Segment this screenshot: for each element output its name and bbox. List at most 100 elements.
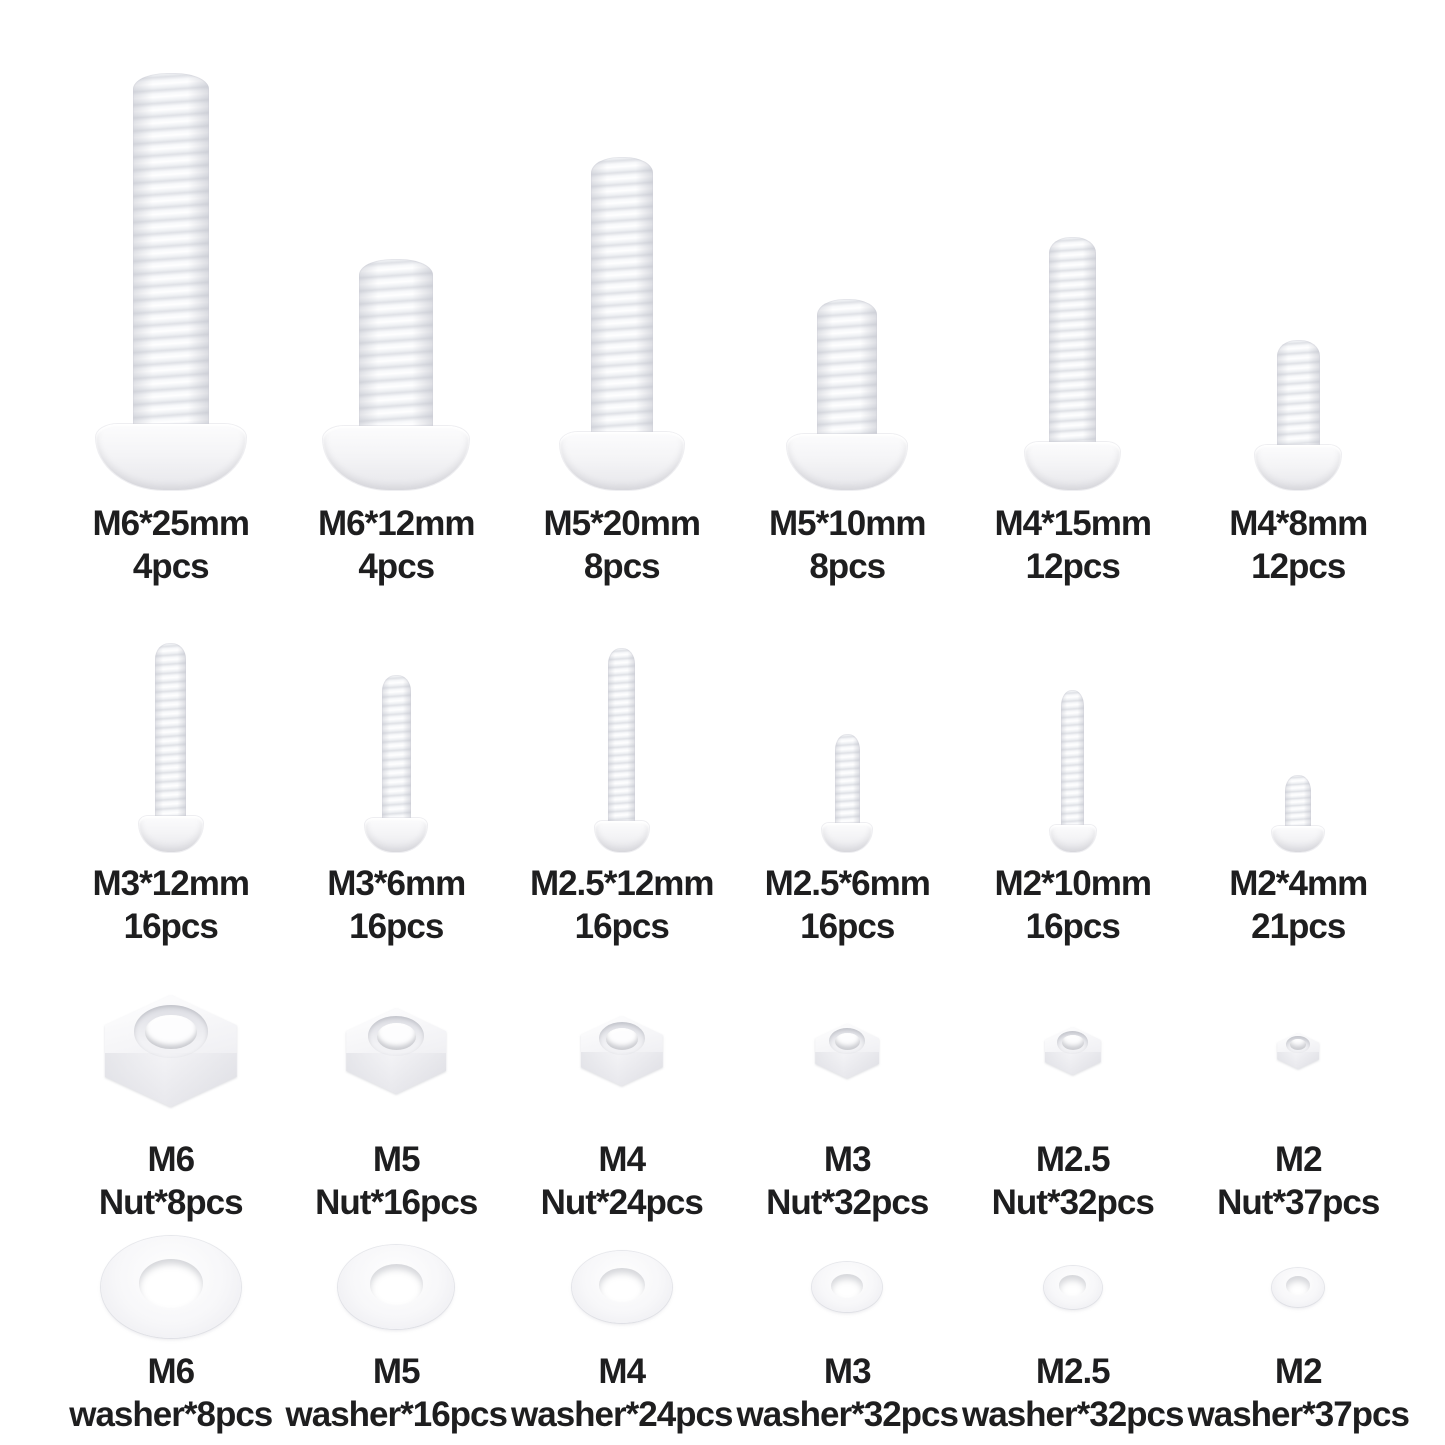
screw-image <box>323 259 470 490</box>
nut-hole <box>598 1022 645 1056</box>
screw-thread <box>1049 237 1097 449</box>
item-label: M3 washer*32pcs <box>737 1350 959 1436</box>
kit-item-m5x10mm: M5*10mm 8pcs <box>735 0 961 590</box>
screw-head <box>1025 442 1121 490</box>
washer-image-wrap <box>1186 1232 1412 1342</box>
item-size-label: M2*10mm <box>994 864 1152 903</box>
screw-image-wrap <box>960 590 1186 852</box>
screw-image <box>1255 340 1342 490</box>
screw-image-wrap <box>1186 0 1412 490</box>
item-qty-label: washer*32pcs <box>962 1395 1184 1434</box>
washer-image <box>812 1262 883 1312</box>
item-label: M2.5 washer*32pcs <box>962 1350 1184 1436</box>
screw-head <box>323 426 470 490</box>
item-size-label: M2.5*12mm <box>529 864 715 903</box>
nut-body <box>815 1023 880 1079</box>
kit-item-m2_5x12mm: M2.5*12mm 16pcs <box>509 590 735 956</box>
item-qty-label: 12pcs <box>1251 547 1346 586</box>
item-size-label: M2 <box>1274 1352 1323 1391</box>
screw-image-wrap <box>960 0 1186 490</box>
item-label: M2.5*12mm 16pcs <box>529 862 715 948</box>
item-size-label: M6*25mm <box>92 504 250 543</box>
screw-image-wrap <box>284 0 510 490</box>
screw-thread <box>834 734 860 830</box>
nut-bore <box>144 1014 197 1050</box>
item-qty-label: 12pcs <box>1025 547 1121 586</box>
item-qty-label: Nut*16pcs <box>315 1183 478 1222</box>
nut-image <box>815 1023 880 1079</box>
kit-item-m5x20mm: M5*20mm 8pcs <box>509 0 735 590</box>
item-label: M2.5 Nut*32pcs <box>992 1138 1155 1224</box>
screw-image <box>1049 690 1096 852</box>
washers-row: M6 washer*8pcs M5 washer*16pcs M4 washer*24pc… <box>58 1232 1411 1445</box>
screw-thread <box>155 643 187 823</box>
nut-body <box>104 995 237 1107</box>
kit-item-m2_5-nut: M2.5 Nut*32pcs <box>960 956 1186 1232</box>
kit-item-m2-nut: M2 Nut*37pcs <box>1186 956 1412 1232</box>
screw-thread <box>590 157 653 439</box>
nut-bore <box>834 1033 860 1051</box>
screw-thread <box>817 299 878 441</box>
screw-image <box>1025 237 1121 490</box>
item-size-label: M2.5 <box>1035 1352 1111 1391</box>
item-size-label: M4*8mm <box>1229 504 1368 543</box>
nuts-row: M6 Nut*8pcs M5 Nut*16pcs M4 Nut*24pcs M3 Nut*32… <box>58 956 1411 1232</box>
screw-image <box>365 675 428 852</box>
item-size-label: M2*4mm <box>1229 864 1368 903</box>
kit-item-m4-washer: M4 washer*24pcs <box>509 1232 735 1445</box>
screw-head <box>95 424 246 490</box>
item-label: M3 Nut*32pcs <box>766 1138 929 1224</box>
item-label: M6 washer*8pcs <box>69 1350 273 1436</box>
washer-image-wrap <box>284 1232 510 1342</box>
screw-image <box>95 73 246 490</box>
item-size-label: M5*10mm <box>769 504 926 543</box>
item-label: M6 Nut*8pcs <box>98 1138 244 1224</box>
item-qty-label: 4pcs <box>358 547 435 586</box>
nut-image <box>104 995 237 1107</box>
item-label: M2.5*6mm 16pcs <box>765 862 931 948</box>
nut-image-wrap <box>1186 956 1412 1132</box>
washer-image-wrap <box>509 1232 735 1342</box>
screw-image <box>787 299 908 490</box>
nut-image-wrap <box>284 956 510 1132</box>
screw-thread <box>1061 690 1085 832</box>
item-size-label: M5 <box>372 1140 421 1179</box>
screw-head <box>1272 826 1325 852</box>
kit-item-m3-nut: M3 Nut*32pcs <box>735 956 961 1232</box>
nut-image <box>580 1016 663 1086</box>
item-size-label: M6*12mm <box>318 504 475 543</box>
screw-image-wrap <box>509 0 735 490</box>
item-qty-label: 16pcs <box>1025 907 1121 946</box>
item-size-label: M2.5 <box>1035 1140 1111 1179</box>
item-qty-label: washer*8pcs <box>69 1395 273 1434</box>
screw-head <box>822 823 873 852</box>
nut-hole <box>829 1028 866 1055</box>
washer-image-wrap <box>960 1232 1186 1342</box>
washer-image-wrap <box>735 1232 961 1342</box>
item-qty-label: 16pcs <box>349 907 444 946</box>
screw-image <box>594 648 649 852</box>
large-screws-row: M6*25mm 4pcs M6*12mm 4pcs M5*20mm 8pcs M5*10mm… <box>58 0 1411 590</box>
item-size-label: M3 <box>823 1352 872 1391</box>
screw-image <box>1272 775 1325 852</box>
nut-image-wrap <box>509 956 735 1132</box>
kit-item-m5-washer: M5 washer*16pcs <box>284 1232 510 1445</box>
item-qty-label: Nut*8pcs <box>98 1183 244 1222</box>
screw-head <box>1255 445 1342 490</box>
item-size-label: M6 <box>147 1140 195 1179</box>
washer-image <box>1272 1267 1325 1307</box>
kit-item-m2x10mm: M2*10mm 16pcs <box>960 590 1186 956</box>
screw-image-wrap <box>735 590 961 852</box>
nut-hole <box>368 1015 425 1057</box>
nut-bore <box>1061 1035 1084 1051</box>
screw-thread <box>359 259 434 433</box>
item-size-label: M5 <box>372 1352 421 1391</box>
screw-head <box>365 818 428 852</box>
kit-item-m6x12mm: M6*12mm 4pcs <box>284 0 510 590</box>
item-label: M5 Nut*16pcs <box>315 1138 478 1224</box>
item-size-label: M2 <box>1274 1140 1323 1179</box>
screw-image <box>822 734 873 852</box>
screw-image <box>559 157 684 490</box>
screw-image-wrap <box>58 590 284 852</box>
nut-body <box>1277 1033 1320 1069</box>
